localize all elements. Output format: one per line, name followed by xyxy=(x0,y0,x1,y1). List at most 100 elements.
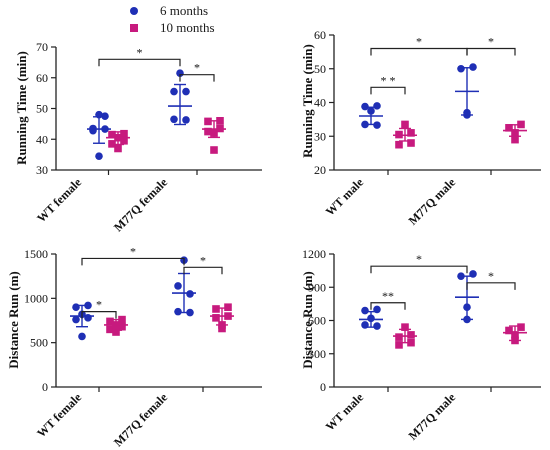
y-tick-label: 30 xyxy=(36,163,48,177)
significance-label: * xyxy=(488,269,494,283)
y-tick-label: 40 xyxy=(36,132,48,146)
data-point-10-months xyxy=(505,124,513,132)
x-tick-label: WT male xyxy=(323,175,367,219)
data-point-6-months xyxy=(457,64,465,73)
data-point-10-months xyxy=(395,333,403,341)
data-point-10-months xyxy=(120,136,128,145)
data-point-10-months xyxy=(212,305,220,313)
significance-bracket xyxy=(466,47,516,56)
data-point-6-months xyxy=(170,115,178,124)
data-point-10-months xyxy=(401,120,409,129)
legend-label: 10 months xyxy=(160,19,215,35)
y-tick-label: 30 xyxy=(314,129,326,143)
circle-marker-icon xyxy=(122,5,146,17)
significance-label: * * xyxy=(381,73,396,87)
y-axis-label: Running Time (min) xyxy=(14,51,29,165)
data-point-6-months xyxy=(72,303,80,312)
data-point-10-months xyxy=(210,146,218,154)
significance-label: * xyxy=(416,35,422,49)
y-tick-label: 500 xyxy=(30,336,48,350)
y-tick-label: 600 xyxy=(308,314,326,328)
data-point-6-months xyxy=(182,116,190,124)
significance-label: * xyxy=(137,45,143,59)
data-point-10-months xyxy=(407,331,415,339)
data-point-10-months xyxy=(407,129,415,137)
data-point-6-months xyxy=(361,306,369,315)
data-point-10-months xyxy=(401,323,409,331)
x-tick-label: M77Q male xyxy=(406,390,459,443)
y-tick-label: 50 xyxy=(36,102,48,116)
y-tick-label: 1500 xyxy=(24,247,48,261)
data-point-10-months xyxy=(106,325,114,334)
legend: 6 months 10 months xyxy=(122,2,215,36)
x-tick-label: WT male xyxy=(323,390,367,434)
y-axis-label: Running Time (min) xyxy=(300,44,315,158)
data-point-10-months xyxy=(505,326,513,335)
data-point-6-months xyxy=(373,102,381,110)
y-tick-label: 20 xyxy=(314,163,326,177)
data-point-10-months xyxy=(395,140,403,149)
data-point-10-months xyxy=(204,127,212,136)
data-point-6-months xyxy=(174,307,182,316)
data-point-6-months xyxy=(373,322,381,330)
x-tick-label: WT female xyxy=(34,390,85,441)
data-point-10-months xyxy=(511,135,519,144)
y-tick-label: 0 xyxy=(320,380,326,394)
data-point-10-months xyxy=(212,314,220,322)
x-tick-label: WT female xyxy=(34,175,85,226)
significance-label: * xyxy=(96,298,102,312)
legend-entry-6-months: 6 months xyxy=(122,2,215,19)
legend-label: 6 months xyxy=(160,2,209,18)
y-tick-label: 70 xyxy=(36,40,48,54)
y-axis-label: Distance Run (m) xyxy=(300,271,315,369)
y-tick-label: 900 xyxy=(308,280,326,294)
data-point-10-months xyxy=(517,323,525,331)
y-tick-label: 0 xyxy=(42,380,48,394)
data-point-10-months xyxy=(118,322,126,331)
significance-bracket xyxy=(183,266,223,275)
data-point-6-months xyxy=(182,87,190,96)
data-point-10-months xyxy=(114,144,122,153)
significance-bracket xyxy=(466,282,516,290)
y-tick-label: 60 xyxy=(36,71,48,85)
significance-bracket xyxy=(370,302,406,310)
data-point-10-months xyxy=(106,317,114,326)
data-point-6-months xyxy=(186,290,194,298)
data-point-6-months xyxy=(84,314,92,322)
data-point-6-months xyxy=(174,282,182,290)
data-point-10-months xyxy=(395,341,403,349)
significance-label: * xyxy=(130,244,136,258)
significance-bracket xyxy=(98,58,181,67)
y-axis-label: Distance Run (m) xyxy=(6,271,21,369)
data-point-10-months xyxy=(120,129,128,138)
y-tick-label: 60 xyxy=(314,28,326,42)
data-point-6-months xyxy=(72,315,80,324)
significance-bracket xyxy=(370,265,468,274)
significance-bracket xyxy=(81,311,117,319)
significance-label: ** xyxy=(382,289,394,303)
significance-bracket xyxy=(370,47,468,56)
data-point-6-months xyxy=(78,332,86,341)
data-point-6-months xyxy=(170,87,178,96)
significance-bracket xyxy=(81,257,185,266)
y-tick-label: 1000 xyxy=(24,291,48,305)
legend-entry-10-months: 10 months xyxy=(122,19,215,36)
y-tick-label: 300 xyxy=(308,347,326,361)
data-point-6-months xyxy=(95,152,103,160)
y-tick-label: 40 xyxy=(314,96,326,110)
y-tick-label: 1200 xyxy=(302,247,326,261)
x-tick-label: M77Q male xyxy=(406,175,459,228)
y-tick-label: 50 xyxy=(314,62,326,76)
significance-bracket xyxy=(179,74,215,82)
data-point-10-months xyxy=(407,139,415,147)
data-point-10-months xyxy=(224,303,232,311)
data-point-6-months xyxy=(89,126,97,135)
data-point-10-months xyxy=(108,130,116,139)
significance-label: * xyxy=(488,35,494,49)
significance-label: * xyxy=(200,253,206,267)
significance-label: * xyxy=(416,252,422,266)
data-point-10-months xyxy=(112,328,120,336)
square-marker-icon xyxy=(122,22,146,34)
data-point-10-months xyxy=(218,324,226,333)
